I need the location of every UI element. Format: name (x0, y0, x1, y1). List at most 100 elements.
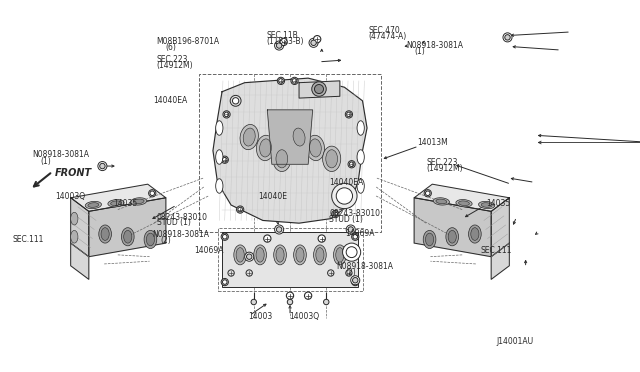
Ellipse shape (144, 230, 157, 248)
Polygon shape (268, 110, 313, 164)
Ellipse shape (256, 248, 264, 262)
Circle shape (280, 38, 287, 45)
Ellipse shape (307, 135, 324, 161)
Text: N08918-3081A: N08918-3081A (406, 41, 463, 49)
Circle shape (292, 78, 297, 83)
Text: STUD (1): STUD (1) (330, 215, 364, 224)
Polygon shape (491, 243, 509, 279)
Ellipse shape (456, 199, 472, 207)
Ellipse shape (216, 179, 223, 193)
Ellipse shape (216, 150, 223, 164)
Text: 14003Q: 14003Q (55, 192, 85, 201)
Circle shape (287, 299, 292, 305)
Ellipse shape (468, 225, 481, 243)
Ellipse shape (357, 150, 364, 164)
Circle shape (276, 43, 282, 48)
Ellipse shape (147, 233, 154, 246)
Polygon shape (70, 184, 166, 211)
Circle shape (312, 82, 326, 96)
Text: 14040EA: 14040EA (330, 178, 364, 187)
Text: 14035: 14035 (113, 199, 138, 208)
Ellipse shape (293, 128, 305, 146)
Ellipse shape (276, 150, 288, 168)
Text: J14001AU: J14001AU (496, 337, 533, 346)
Ellipse shape (88, 203, 99, 207)
Circle shape (278, 78, 284, 83)
Bar (218, 228, 362, 291)
Circle shape (291, 77, 298, 84)
Ellipse shape (99, 225, 111, 243)
Circle shape (251, 299, 257, 305)
Ellipse shape (101, 228, 109, 240)
Circle shape (223, 157, 227, 162)
Ellipse shape (296, 248, 304, 262)
Text: SEC.223: SEC.223 (157, 55, 188, 64)
Ellipse shape (243, 128, 255, 146)
Circle shape (150, 191, 154, 196)
Circle shape (264, 235, 271, 242)
Circle shape (426, 191, 430, 196)
Polygon shape (213, 78, 367, 223)
Circle shape (314, 36, 321, 43)
Polygon shape (299, 81, 340, 98)
Polygon shape (414, 198, 491, 257)
Text: 14069A: 14069A (345, 229, 374, 238)
Circle shape (346, 270, 352, 276)
Ellipse shape (70, 212, 78, 225)
Circle shape (332, 211, 339, 218)
Circle shape (221, 278, 228, 286)
Circle shape (342, 243, 361, 261)
Ellipse shape (133, 199, 144, 204)
Text: 08243-83010: 08243-83010 (157, 212, 207, 221)
Ellipse shape (273, 146, 291, 171)
Circle shape (246, 254, 252, 259)
Circle shape (353, 278, 358, 283)
Circle shape (346, 111, 353, 118)
Ellipse shape (326, 150, 337, 168)
Ellipse shape (481, 203, 492, 207)
Text: (47474-A): (47474-A) (368, 32, 406, 41)
Circle shape (351, 233, 359, 240)
Ellipse shape (459, 201, 469, 205)
Circle shape (314, 84, 324, 94)
Ellipse shape (436, 199, 447, 204)
Ellipse shape (234, 245, 246, 265)
Circle shape (503, 33, 512, 42)
Text: SEC.11B: SEC.11B (267, 32, 298, 41)
Text: 08243-83010: 08243-83010 (330, 209, 380, 218)
Circle shape (277, 77, 285, 84)
Circle shape (348, 161, 355, 168)
Circle shape (286, 292, 294, 299)
Ellipse shape (433, 198, 449, 205)
Ellipse shape (290, 125, 308, 150)
Ellipse shape (111, 201, 122, 205)
Ellipse shape (274, 245, 286, 265)
Ellipse shape (423, 230, 436, 248)
Ellipse shape (276, 248, 284, 262)
Circle shape (244, 252, 253, 261)
Circle shape (237, 206, 244, 213)
Circle shape (505, 35, 510, 40)
Text: (14912M): (14912M) (157, 61, 193, 70)
Circle shape (309, 38, 318, 47)
Circle shape (328, 270, 334, 276)
Circle shape (346, 225, 355, 234)
Ellipse shape (448, 230, 456, 243)
Ellipse shape (122, 228, 134, 246)
Text: STUD (1): STUD (1) (157, 218, 191, 227)
Circle shape (221, 233, 228, 240)
Text: N08918-3081A: N08918-3081A (32, 151, 89, 160)
Text: 14013M: 14013M (417, 138, 449, 147)
Text: (2): (2) (345, 269, 356, 278)
Text: (1): (1) (40, 157, 51, 166)
Circle shape (224, 112, 229, 117)
Ellipse shape (314, 245, 326, 265)
Circle shape (351, 276, 360, 285)
Circle shape (347, 112, 351, 117)
Ellipse shape (216, 121, 223, 135)
Circle shape (223, 280, 227, 284)
Circle shape (98, 161, 107, 171)
Text: N08918-3081A: N08918-3081A (337, 262, 394, 272)
Text: 14040E: 14040E (258, 192, 287, 201)
Circle shape (424, 190, 431, 197)
